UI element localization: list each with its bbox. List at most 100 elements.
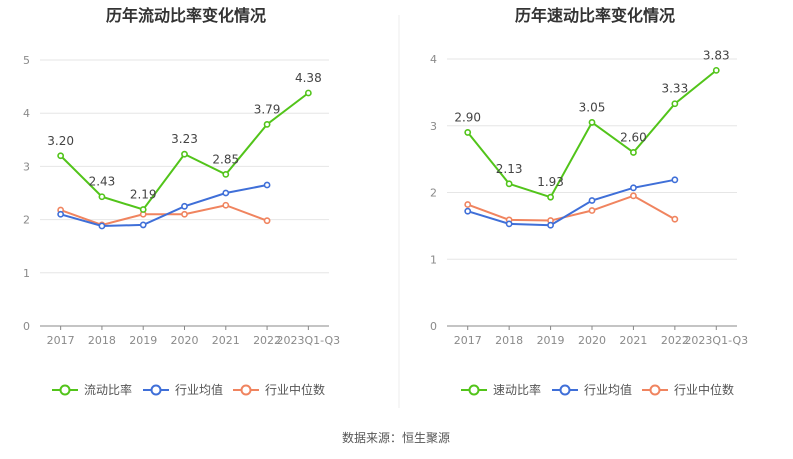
data-point[interactable] bbox=[505, 180, 513, 188]
legend[interactable]: 速动比率 行业均值 行业中位数 bbox=[461, 382, 734, 397]
x-tick-label: 2019 bbox=[537, 334, 565, 347]
chart-title: 历年速动比率变化情况 bbox=[515, 6, 675, 25]
data-point[interactable] bbox=[547, 221, 554, 229]
legend-label: 行业均值 bbox=[584, 382, 632, 397]
y-tick-label: 2 bbox=[23, 214, 30, 227]
data-label: 2.19 bbox=[130, 187, 157, 201]
data-label: 3.79 bbox=[254, 102, 281, 116]
data-point[interactable] bbox=[671, 176, 679, 184]
data-point[interactable] bbox=[671, 100, 679, 108]
legend[interactable]: 流动比率 行业均值 行业中位数 bbox=[52, 382, 325, 397]
data-point[interactable] bbox=[630, 149, 637, 156]
data-point[interactable] bbox=[139, 221, 147, 229]
legend-label: 行业中位数 bbox=[265, 382, 325, 397]
x-tick-label: 2023Q1-Q3 bbox=[684, 334, 748, 347]
legend-item-series-1[interactable]: 行业均值 bbox=[143, 382, 223, 397]
data-point[interactable] bbox=[712, 66, 720, 74]
x-tick-label: 2017 bbox=[47, 334, 75, 347]
legend-swatch-marker bbox=[59, 384, 71, 396]
x-tick-label: 2020 bbox=[578, 334, 606, 347]
data-label: 1.93 bbox=[537, 175, 564, 189]
legend-label: 速动比率 bbox=[493, 382, 541, 397]
data-point[interactable] bbox=[263, 181, 271, 189]
data-point[interactable] bbox=[464, 207, 472, 215]
data-label: 3.23 bbox=[171, 132, 198, 146]
legend-label: 行业均值 bbox=[175, 382, 223, 397]
legend-item-series-2[interactable]: 行业中位数 bbox=[233, 382, 325, 397]
data-label: 3.05 bbox=[579, 100, 606, 114]
data-label: 4.38 bbox=[295, 71, 322, 85]
data-point[interactable] bbox=[263, 217, 271, 225]
data-point[interactable] bbox=[139, 206, 147, 213]
data-point[interactable] bbox=[547, 193, 554, 201]
legend-swatch-marker bbox=[468, 384, 480, 396]
y-tick-label: 1 bbox=[430, 253, 437, 266]
y-tick-label: 2 bbox=[430, 187, 437, 200]
chart-title: 历年流动比率变化情况 bbox=[106, 6, 266, 25]
legend-item-series-1[interactable]: 行业均值 bbox=[552, 382, 632, 397]
x-tick-label: 2020 bbox=[171, 334, 199, 347]
y-tick-label: 0 bbox=[23, 320, 30, 333]
data-point[interactable] bbox=[222, 201, 230, 209]
legend-swatch-marker bbox=[559, 384, 571, 396]
data-point[interactable] bbox=[505, 220, 513, 228]
legend-swatch-marker bbox=[150, 384, 162, 396]
data-point[interactable] bbox=[671, 215, 679, 223]
x-tick-label: 2018 bbox=[88, 334, 116, 347]
data-point[interactable] bbox=[181, 202, 188, 210]
data-point[interactable] bbox=[222, 170, 230, 178]
data-point[interactable] bbox=[181, 210, 188, 218]
data-label: 2.13 bbox=[496, 162, 523, 176]
data-point[interactable] bbox=[181, 150, 188, 158]
data-point[interactable] bbox=[630, 192, 637, 200]
y-tick-label: 5 bbox=[23, 54, 30, 67]
legend-label: 行业中位数 bbox=[674, 382, 734, 397]
data-source-note: 数据来源：恒生聚源 bbox=[342, 430, 450, 445]
data-label: 3.83 bbox=[703, 48, 730, 62]
data-point[interactable] bbox=[588, 207, 596, 214]
x-tick-label: 2021 bbox=[212, 334, 240, 347]
y-tick-label: 4 bbox=[23, 107, 30, 120]
series-line bbox=[60, 184, 268, 227]
data-point[interactable] bbox=[263, 120, 271, 128]
series-line bbox=[60, 204, 268, 226]
quick-ratio-chart: 历年速动比率变化情况 0 1 2 3 4 2017 2018 2019 2020 2021 2022… bbox=[430, 6, 748, 397]
data-point[interactable] bbox=[98, 193, 106, 201]
x-tick-label: 2022 bbox=[253, 334, 281, 347]
x-tick-label: 2017 bbox=[454, 334, 482, 347]
legend-item-series-2[interactable]: 行业中位数 bbox=[642, 382, 734, 397]
x-tick-label: 2023Q1-Q3 bbox=[277, 334, 341, 347]
data-label: 3.33 bbox=[661, 82, 688, 96]
data-label: 2.85 bbox=[212, 152, 239, 166]
y-tick-label: 3 bbox=[23, 160, 30, 173]
data-point[interactable] bbox=[98, 222, 106, 230]
y-tick-label: 4 bbox=[430, 53, 437, 66]
data-label: 3.20 bbox=[47, 134, 74, 148]
legend-item-series-0[interactable]: 流动比率 bbox=[52, 382, 132, 397]
data-point[interactable] bbox=[588, 119, 596, 126]
current-ratio-chart: 历年流动比率变化情况 0 1 2 3 4 5 2017 2018 2019 2020 2021 202… bbox=[23, 6, 340, 397]
data-point[interactable] bbox=[222, 189, 230, 197]
legend-label: 流动比率 bbox=[84, 382, 132, 397]
data-point[interactable] bbox=[588, 197, 596, 204]
x-tick-label: 2019 bbox=[129, 334, 157, 347]
data-label: 2.60 bbox=[620, 130, 647, 144]
data-point[interactable] bbox=[57, 152, 65, 160]
data-label: 2.90 bbox=[454, 110, 481, 124]
legend-swatch-marker bbox=[649, 384, 661, 396]
legend-swatch-marker bbox=[240, 384, 252, 396]
data-label: 2.43 bbox=[89, 175, 116, 189]
data-point[interactable] bbox=[630, 184, 637, 192]
data-point[interactable] bbox=[464, 129, 472, 136]
data-point[interactable] bbox=[304, 89, 312, 97]
legend-item-series-0[interactable]: 速动比率 bbox=[461, 382, 541, 397]
data-point[interactable] bbox=[464, 201, 472, 208]
y-tick-label: 3 bbox=[430, 120, 437, 133]
x-tick-label: 2022 bbox=[661, 334, 689, 347]
y-tick-label: 0 bbox=[430, 320, 437, 333]
data-point[interactable] bbox=[57, 210, 65, 218]
series-line bbox=[467, 178, 676, 227]
